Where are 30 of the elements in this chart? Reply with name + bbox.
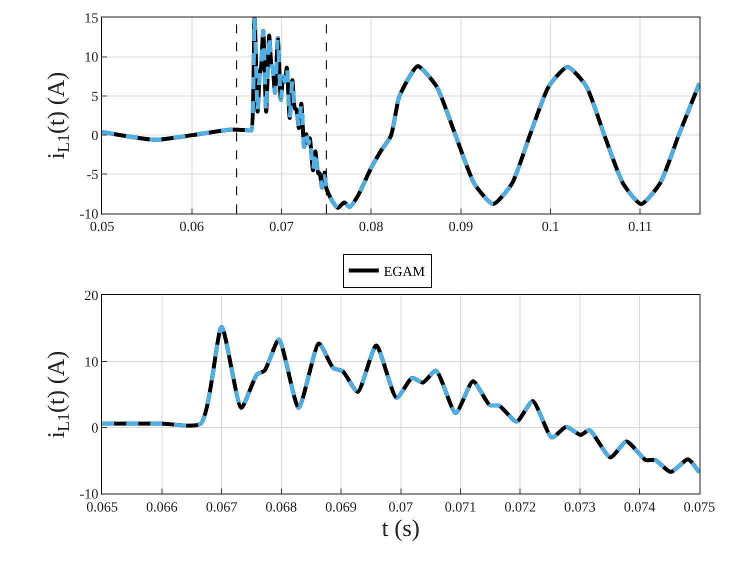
x-axis-title: t (s) bbox=[382, 516, 420, 542]
x-tick-label: 0.067 bbox=[206, 500, 238, 516]
x-tick-label: 0.07 bbox=[388, 500, 414, 516]
x-tick-label: 0.07 bbox=[269, 220, 294, 236]
y-tick-label: -5 bbox=[86, 168, 98, 184]
y-tick-label: 10 bbox=[84, 50, 98, 66]
x-tick-label: 0.071 bbox=[444, 500, 476, 516]
x-tick-label: 0.065 bbox=[86, 500, 118, 516]
x-tick-label: 0.1 bbox=[542, 220, 560, 236]
y-tick-label: 0 bbox=[91, 421, 98, 436]
y-tick-label: -10 bbox=[80, 488, 98, 503]
x-tick-label: 0.09 bbox=[448, 220, 474, 236]
x-tick-label: 0.11 bbox=[628, 220, 652, 236]
x-tick-label: 0.06 bbox=[180, 220, 204, 236]
x-tick-label: 0.068 bbox=[266, 500, 298, 516]
y-tick-label: -10 bbox=[80, 207, 98, 222]
x-tick-label: 0.074 bbox=[624, 500, 656, 516]
y-tick-label: 10 bbox=[84, 355, 98, 370]
legend-label: EGAM bbox=[384, 264, 426, 280]
y-tick-label: 0 bbox=[91, 128, 98, 144]
y-tick-label: 15 bbox=[84, 12, 98, 27]
x-tick-label: 0.066 bbox=[146, 500, 178, 516]
x-tick-label: 0.08 bbox=[358, 220, 384, 236]
x-tick-label: 0.073 bbox=[564, 500, 596, 516]
x-tick-label: 0.069 bbox=[325, 500, 357, 516]
x-tick-label: 0.05 bbox=[90, 220, 114, 236]
y-tick-label: 5 bbox=[91, 90, 98, 105]
x-tick-label: 0.075 bbox=[684, 500, 716, 516]
y-tick-label: 20 bbox=[84, 289, 98, 304]
x-tick-label: 0.072 bbox=[504, 500, 536, 516]
